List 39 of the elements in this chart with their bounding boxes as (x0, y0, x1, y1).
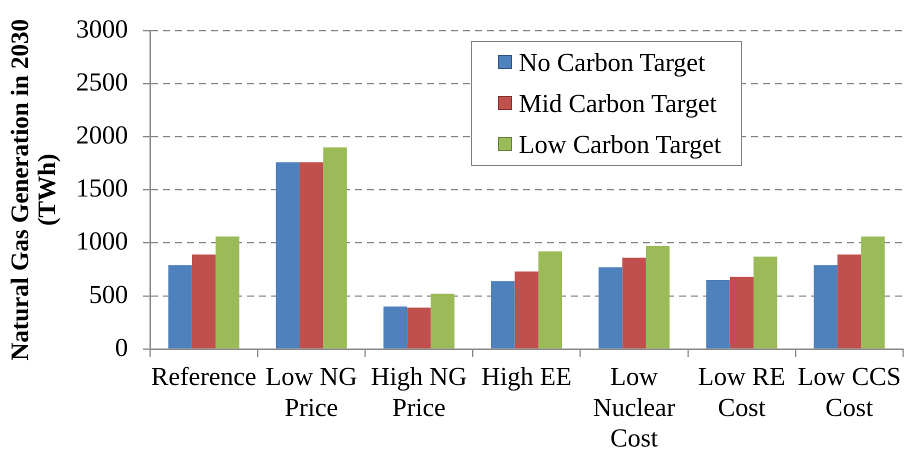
bar (598, 267, 622, 348)
y-tick-label: 2500 (76, 67, 128, 96)
x-tick-label: Reference (151, 362, 256, 392)
y-tick-label: 3000 (76, 14, 128, 44)
bar (407, 308, 431, 348)
legend-label: Mid Carbon Target (518, 88, 717, 120)
x-tick-label: High NG Price (370, 362, 467, 422)
legend-label: Low Carbon Target (518, 128, 722, 161)
bar (514, 272, 538, 348)
x-tick-label: Low CCS Cost (798, 362, 901, 422)
bar (216, 236, 240, 348)
x-tick-label: Low RE Cost (698, 362, 786, 422)
bar (706, 280, 730, 348)
bar (538, 251, 562, 348)
y-tick-label: 2000 (76, 120, 128, 150)
x-tick-label: Low NG Price (266, 362, 358, 422)
bar (276, 162, 300, 348)
bar (323, 147, 347, 348)
y-tick-label: 500 (89, 280, 128, 309)
bar (168, 265, 192, 348)
y-tick-label: 1500 (76, 174, 128, 203)
bar (754, 256, 778, 348)
x-tick-label: High EE (481, 362, 572, 392)
bar (837, 254, 862, 348)
bar (192, 254, 216, 348)
legend-label: No Carbon Target (518, 46, 706, 79)
bar (622, 258, 646, 348)
bar (814, 265, 838, 348)
x-tick-label: Low Nuclear Cost (592, 362, 676, 451)
bar (646, 246, 670, 348)
y-tick-label: 0 (115, 332, 128, 362)
bar (430, 294, 454, 348)
bar (730, 276, 754, 348)
bar (861, 236, 885, 348)
y-axis-title: Natural Gas Generation in 2030 (TWh) (6, 18, 61, 361)
y-tick-label: 1000 (76, 226, 128, 256)
bar (383, 306, 408, 348)
bar (300, 162, 324, 348)
bar (491, 281, 515, 348)
